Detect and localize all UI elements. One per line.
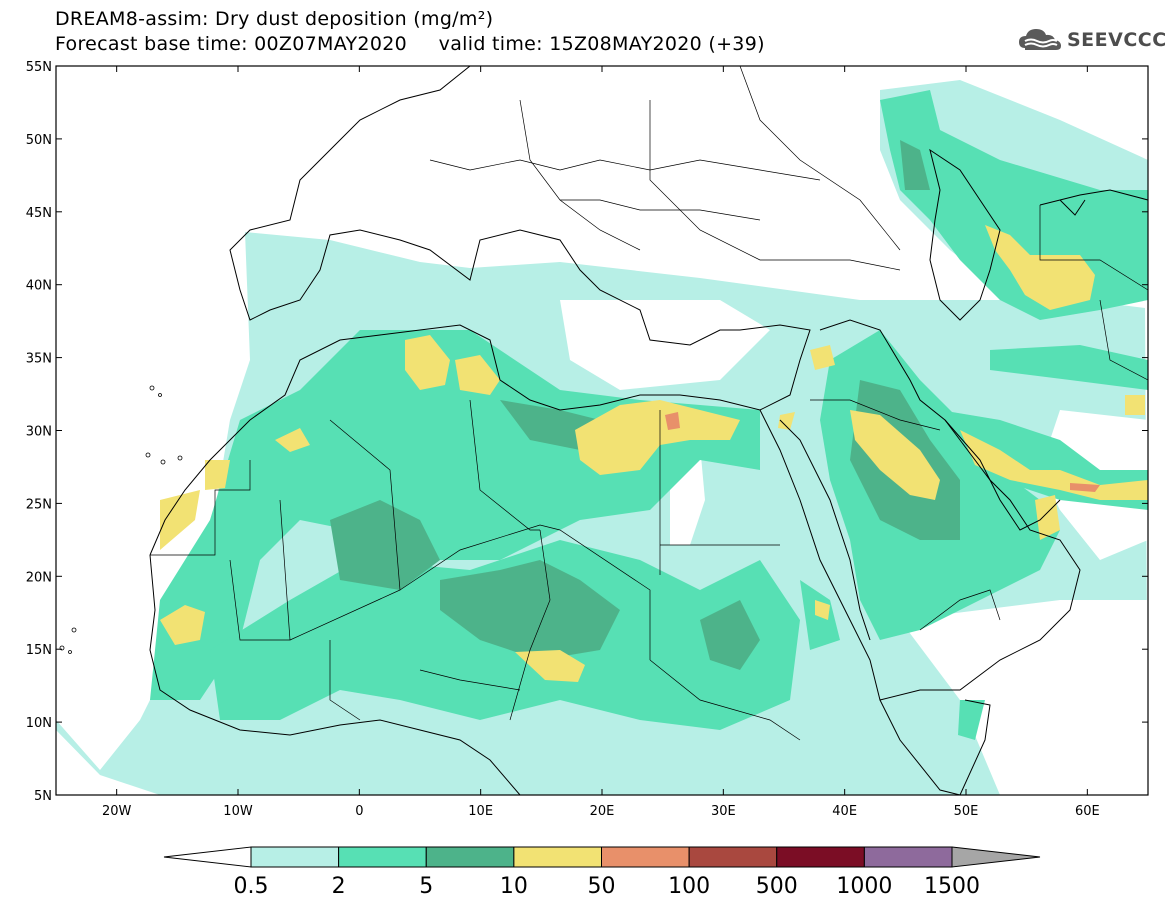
- colorbar-label: 1000: [836, 874, 892, 899]
- colorbar-label: 0.5: [234, 874, 269, 899]
- colorbar-label: 2: [332, 874, 346, 899]
- level-5-area: [330, 140, 960, 670]
- colorbar-box: [776, 846, 865, 868]
- lon-label: 30E: [711, 804, 736, 819]
- lat-label: 10N: [26, 716, 52, 731]
- colorbar-label: 1500: [924, 874, 980, 899]
- longitude-labels: 20W 10W 0 10E 20E 30E 40E 50E 60E: [102, 804, 1100, 819]
- forecast-time-line: Forecast base time: 00Z07MAY2020 valid t…: [55, 33, 765, 55]
- islands: [59, 385, 183, 654]
- lon-label: 20W: [102, 804, 132, 819]
- latitude-labels: 55N 50N 45N 40N 35N 30N 25N 20N 15N 10N 5N: [26, 60, 52, 804]
- colorbar-label: 100: [668, 874, 710, 899]
- level-10-area: [160, 225, 1148, 682]
- lon-label: 0: [355, 804, 363, 819]
- logo-text: SEEVCCC: [1067, 29, 1165, 51]
- lat-label: 15N: [26, 643, 52, 658]
- coastlines: [149, 66, 1148, 795]
- colorbar-under-arrow: [163, 846, 252, 868]
- colorbar-box: [250, 846, 340, 868]
- map-title: DREAM8-assim: Dry dust deposition (mg/m²…: [55, 8, 494, 30]
- lon-label: 10E: [468, 804, 493, 819]
- country-borders: [150, 66, 1148, 741]
- lon-label: 10W: [223, 804, 253, 819]
- seevccc-logo: SEEVCCC: [1017, 26, 1165, 54]
- lat-label: 40N: [26, 279, 52, 294]
- colorbar-box: [601, 846, 690, 868]
- colorbar-box: [513, 846, 602, 868]
- level-50-area: [665, 412, 1100, 492]
- lat-label: 35N: [26, 352, 52, 367]
- lat-label: 50N: [26, 133, 52, 148]
- level-2-area: [150, 90, 1148, 740]
- lon-label: 60E: [1075, 804, 1100, 819]
- lat-label: 45N: [26, 206, 52, 221]
- map-frame: [55, 65, 1149, 796]
- colorbar-label: 10: [500, 874, 528, 899]
- dust-field: [56, 80, 1148, 795]
- colorbar-box: [338, 846, 427, 868]
- level-0.5-area: [56, 80, 1148, 795]
- colorbar-label: 50: [588, 874, 616, 899]
- colorbar-box: [863, 846, 953, 868]
- lon-label: 40E: [832, 804, 857, 819]
- colorbar-box: [688, 846, 778, 868]
- colorbar: 0.5 2 5 10 50 100 500 1000 1500: [163, 846, 1041, 899]
- lat-label: 5N: [34, 789, 52, 804]
- colorbar-label: 5: [419, 874, 433, 899]
- lat-label: 55N: [26, 60, 52, 75]
- colorbar-box: [425, 846, 515, 868]
- lon-label: 20E: [590, 804, 615, 819]
- colorbar-label: 500: [756, 874, 798, 899]
- lat-label: 25N: [26, 497, 52, 512]
- colorbar-over-arrow: [951, 846, 1041, 868]
- axis-ticks: [56, 65, 1148, 796]
- lat-label: 20N: [26, 570, 52, 585]
- no-deposition-area: [56, 300, 1148, 795]
- cloud-icon: [1019, 29, 1061, 50]
- lon-label: 50E: [954, 804, 979, 819]
- lat-label: 30N: [26, 425, 52, 440]
